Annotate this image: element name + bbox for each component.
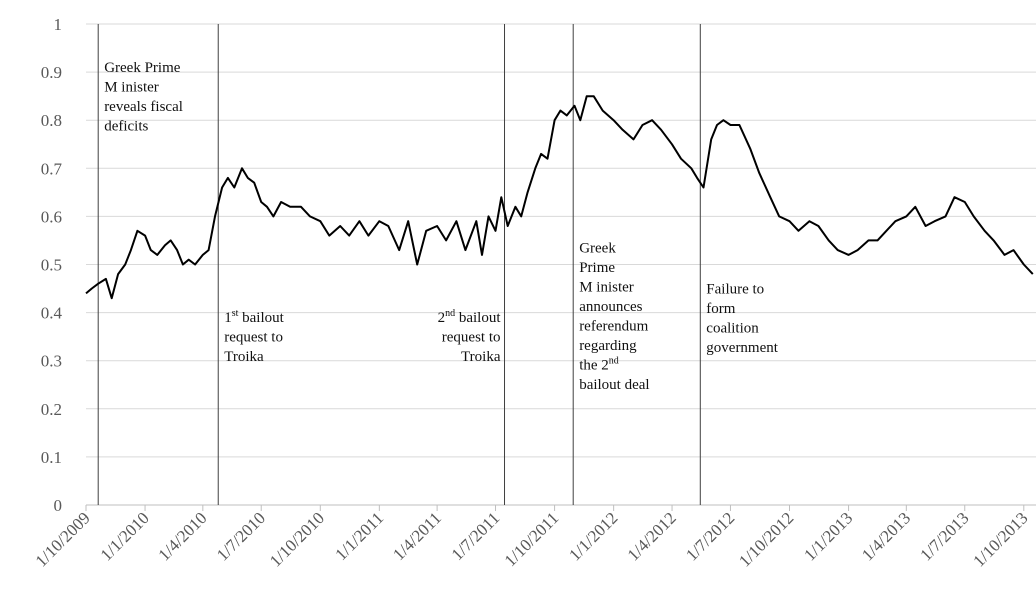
series-line — [85, 95, 1034, 300]
x-tick-label: 1/1/2010 — [97, 508, 153, 564]
x-tick-label: 1/7/2010 — [213, 508, 269, 564]
x-tick-label: 1/1/2012 — [565, 508, 621, 564]
event-annotation: Failure to form coalition government — [706, 281, 778, 356]
event-annotation: Greek Prime M inister reveals fiscal defici… — [104, 60, 183, 135]
y-tick-label: 0.4 — [41, 304, 63, 323]
y-tick-label: 0.8 — [41, 111, 62, 130]
x-tick-label: 1/10/2012 — [735, 508, 797, 570]
x-tick-label: 1/4/2012 — [624, 508, 680, 564]
x-tick-label: 1/7/2012 — [682, 508, 738, 564]
x-tick-label: 1/10/2010 — [266, 508, 328, 570]
x-tick-label: 1/10/2011 — [501, 508, 563, 570]
x-tick-label: 1/7/2013 — [916, 508, 972, 564]
series-group — [85, 95, 1034, 300]
event-annotation: 2nd bailout request to Troika — [438, 308, 502, 365]
y-tick-label: 1 — [54, 15, 63, 34]
gridlines — [86, 23, 1036, 506]
y-tick-label: 0.2 — [41, 400, 62, 419]
x-axis: 1/10/2009 1/1/2010 1/4/2010 1/7/20101/10/20… — [32, 505, 1032, 571]
x-tick-label: 1/7/2011 — [448, 508, 504, 564]
x-tick-label: 1/4/2010 — [154, 508, 210, 564]
y-tick-label: 0.5 — [41, 256, 62, 275]
x-tick-label: 1/4/2013 — [858, 508, 914, 564]
y-tick-label: 0.7 — [41, 159, 63, 178]
event-annotations: Greek Prime M inister reveals fiscal defici… — [104, 60, 779, 393]
x-tick-label: 1/4/2011 — [389, 508, 445, 564]
y-tick-label: 0.1 — [41, 448, 62, 467]
x-tick-label: 1/10/2009 — [32, 508, 94, 570]
y-axis-labels: 0 0.1 0.2 0.3 0.4 0.5 0.6 0.7 0.8 0.9 1 — [41, 15, 63, 515]
x-tick-label: 1/10/2013 — [969, 508, 1031, 570]
event-lines — [97, 24, 701, 505]
y-tick-label: 0.9 — [41, 63, 62, 82]
event-annotation: 1st bailout request to Troika — [224, 308, 284, 365]
x-tick-label: 1/1/2013 — [800, 508, 856, 564]
y-tick-label: 0.6 — [41, 207, 62, 226]
y-tick-label: 0 — [54, 496, 63, 515]
y-tick-label: 0.3 — [41, 352, 62, 371]
event-annotation: Greek Prime M inister announces referendum re… — [579, 240, 649, 393]
x-tick-label: 1/1/2011 — [331, 508, 387, 564]
